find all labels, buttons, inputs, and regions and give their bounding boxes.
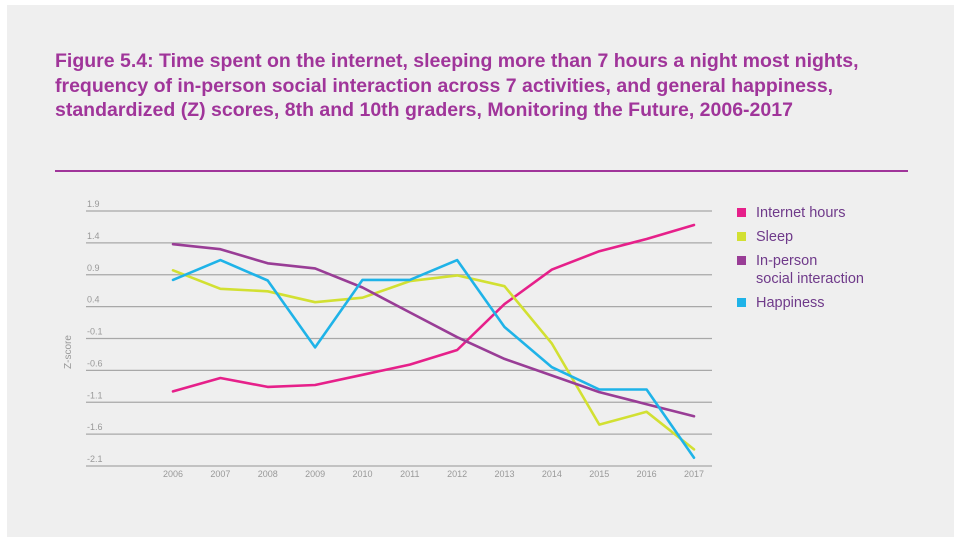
series-line-happiness <box>171 258 696 460</box>
x-tick-label: 2009 <box>305 469 325 479</box>
legend-item-sleep: Sleep <box>737 228 937 246</box>
figure-panel <box>7 5 954 537</box>
x-tick-label: 2014 <box>542 469 562 479</box>
x-tick-label: 2007 <box>210 469 230 479</box>
series-line-in-person-social-interaction <box>171 242 696 418</box>
legend-label-in-person-line1: In-person <box>756 253 818 269</box>
legend-item-internet-hours: Internet hours <box>737 204 937 222</box>
y-axis-label: Z-score <box>63 335 74 369</box>
legend-label-sleep: Sleep <box>756 229 794 245</box>
chart-title: Figure 5.4: Time spent on the internet, … <box>55 50 859 121</box>
legend-label-happiness: Happiness <box>756 295 825 311</box>
y-tick-label: 1.9 <box>87 199 100 209</box>
legend-swatch-internet-hours <box>737 208 746 217</box>
x-tick-label: 2016 <box>637 469 657 479</box>
y-tick-label: 0.4 <box>87 295 100 305</box>
y-tick-label: -1.1 <box>87 390 103 400</box>
series-line-sleep <box>171 268 696 451</box>
legend-item-in-person: In-person social interaction <box>737 252 937 288</box>
y-tick-label: 1.4 <box>87 231 100 241</box>
legend-label-in-person-line2: social interaction <box>756 271 864 287</box>
chart-legend: Internet hours Sleep In-person social in… <box>737 204 937 318</box>
y-tick-label: -2.1 <box>87 454 103 464</box>
x-tick-label: 2011 <box>400 469 419 479</box>
legend-swatch-sleep <box>737 232 746 241</box>
x-tick-label: 2008 <box>258 469 278 479</box>
y-tick-label: -1.6 <box>87 422 103 432</box>
y-tick-label: 0.9 <box>87 263 100 273</box>
x-tick-label: 2012 <box>447 469 467 479</box>
legend-swatch-happiness <box>737 298 746 307</box>
x-tick-label: 2017 <box>684 469 704 479</box>
legend-label-in-person: In-person social interaction <box>756 252 864 288</box>
title-divider <box>55 170 908 172</box>
legend-label-internet-hours: Internet hours <box>756 205 846 221</box>
x-tick-label: 2006 <box>163 469 183 479</box>
x-tick-label: 2010 <box>352 469 372 479</box>
x-tick-label: 2013 <box>495 469 515 479</box>
series-line-internet-hours <box>171 223 696 393</box>
y-tick-label: -0.1 <box>87 327 103 337</box>
legend-item-happiness: Happiness <box>737 294 937 312</box>
x-tick-label: 2015 <box>589 469 609 479</box>
legend-swatch-in-person <box>737 256 746 265</box>
y-tick-label: -0.6 <box>87 358 103 368</box>
